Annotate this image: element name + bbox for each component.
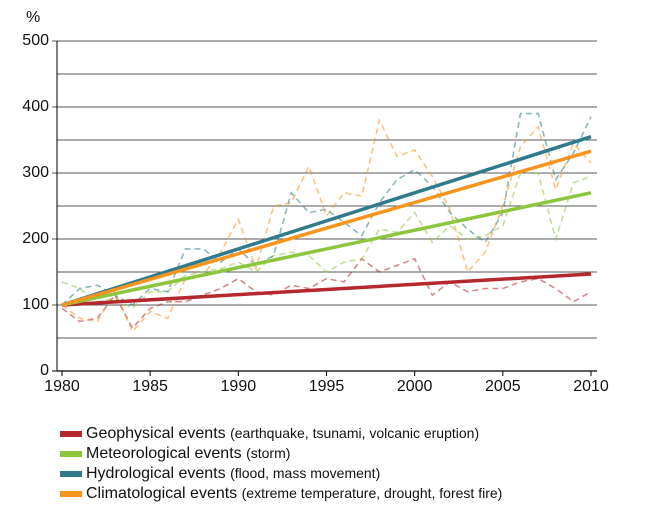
legend-description: (extreme temperature, drought, forest fi… <box>242 485 503 501</box>
x-tick-label: 2010 <box>573 378 609 395</box>
annual-line <box>61 172 592 310</box>
x-tick-label: 1990 <box>221 378 257 395</box>
x-tick-label: 1995 <box>309 378 345 395</box>
y-tick-label: 100 <box>22 296 49 313</box>
legend-label: Meteorological events (storm) <box>86 445 290 463</box>
legend-name: Geophysical events <box>86 425 226 442</box>
annual-line <box>61 257 592 330</box>
legend-description: (earthquake, tsunami, volcanic eruption) <box>230 425 479 441</box>
legend-swatch <box>60 471 82 477</box>
trend-line <box>61 191 592 307</box>
legend-description: (flood, mass movement) <box>230 465 380 481</box>
legend-description: (storm) <box>246 445 290 461</box>
y-tick-label: 500 <box>22 32 49 49</box>
trend-line <box>61 149 592 307</box>
legend-swatch <box>60 451 82 457</box>
legend-label: Climatological events (extreme temperatu… <box>86 485 502 503</box>
x-tick-label: 1980 <box>44 378 80 395</box>
trend-line <box>61 272 592 307</box>
legend-name: Climatological events <box>86 485 237 502</box>
y-tick-label: 300 <box>22 164 49 181</box>
legend-swatch <box>60 431 82 437</box>
legend-name: Hydrological events <box>86 465 226 482</box>
y-axis-label: % <box>26 9 40 26</box>
x-tick-label: 2000 <box>397 378 433 395</box>
legend-name: Meteorological events <box>86 445 242 462</box>
trend-line <box>61 135 592 307</box>
legend-swatch <box>60 491 82 497</box>
y-tick-label: 400 <box>22 98 49 115</box>
legend-label: Hydrological events (flood, mass movemen… <box>86 465 380 483</box>
legend-label: Geophysical events (earthquake, tsunami,… <box>86 425 479 443</box>
y-tick-label: 200 <box>22 230 49 247</box>
y-tick-label: 0 <box>40 362 49 379</box>
x-tick-label: 1985 <box>132 378 168 395</box>
x-tick-label: 2005 <box>485 378 521 395</box>
annual-line <box>61 117 592 333</box>
